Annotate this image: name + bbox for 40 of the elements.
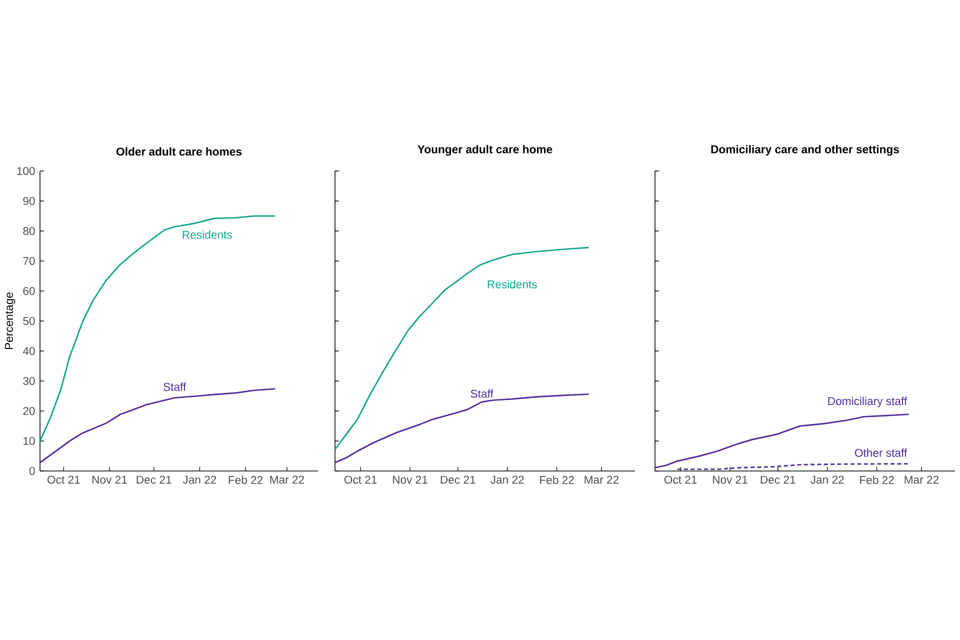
y-axis-title: Percentage <box>5 292 16 350</box>
series-label: Other staff <box>854 448 908 457</box>
x-tick-label: Nov 21 <box>92 476 127 484</box>
x-tick-label: Oct 21 <box>48 476 80 484</box>
y-tick-label: 10 <box>24 436 35 446</box>
x-tick-label: Oct 21 <box>344 476 377 484</box>
y-tick-label: 30 <box>23 376 35 386</box>
x-tick-label: Dec 21 <box>440 476 476 484</box>
y-tick-label: 70 <box>23 256 35 266</box>
y-tick-label: 100 <box>17 166 35 176</box>
x-tick-label: Dec 21 <box>136 476 172 484</box>
x-tick-label: Jan 22 <box>490 476 524 484</box>
series-label: Residents <box>182 230 232 239</box>
chart-title: Older adult care homes <box>116 147 242 156</box>
y-tick-label: 40 <box>22 346 35 356</box>
x-tick-label: Feb 22 <box>540 476 574 484</box>
y-tick-label: 60 <box>23 286 35 296</box>
y-tick-label: 0 <box>29 466 35 476</box>
x-tick-label: Mar 22 <box>904 476 939 484</box>
y-tick-label: 90 <box>23 196 35 206</box>
series-label: Domiciliary staff <box>828 396 908 408</box>
x-tick-label: Nov 21 <box>392 476 428 484</box>
chart-title: Younger adult care home <box>418 145 552 156</box>
x-tick-label: Nov 21 <box>712 476 748 484</box>
y-tick-label: 50 <box>23 316 35 326</box>
x-tick-label: Mar 22 <box>270 476 304 484</box>
series-label: Residents <box>488 280 537 288</box>
x-tick-label: Feb 22 <box>860 476 894 484</box>
x-tick-label: Jan 22 <box>810 476 844 484</box>
y-tick-label: 20 <box>23 406 35 416</box>
x-tick-label: Mar 22 <box>584 476 619 484</box>
chart-title: Domiciliary care and other settings <box>711 145 899 156</box>
x-tick-label: Jan 22 <box>182 476 216 484</box>
y-tick-label: 80 <box>23 226 35 236</box>
series-label: Staff <box>470 389 494 398</box>
x-tick-label: Oct 21 <box>664 476 697 484</box>
line-series <box>39 215 276 442</box>
x-tick-label: Dec 21 <box>760 476 796 484</box>
x-tick-label: Feb 22 <box>228 476 263 484</box>
series-label: Staff <box>164 382 186 391</box>
